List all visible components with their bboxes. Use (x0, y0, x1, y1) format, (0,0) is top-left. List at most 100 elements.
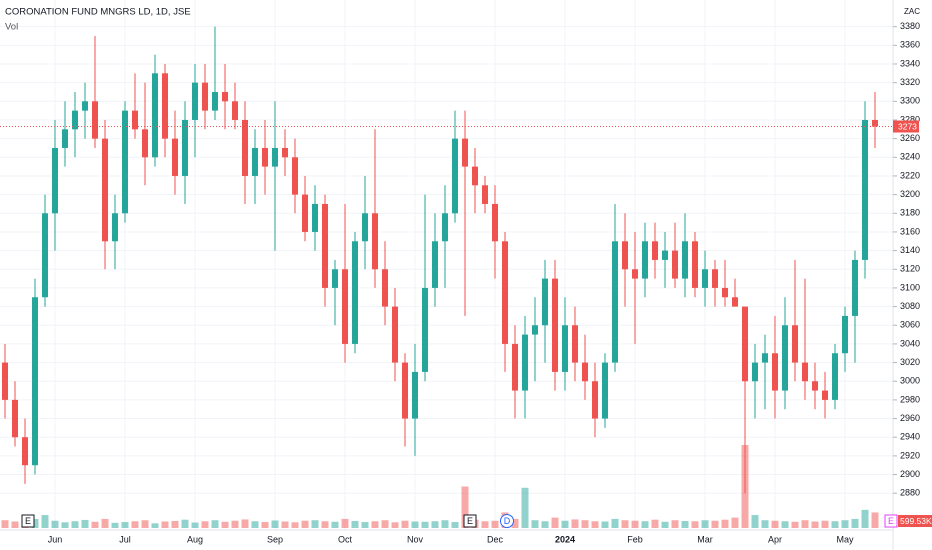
event-label: E (25, 516, 31, 526)
candle-body (712, 269, 718, 288)
volume-bar (401, 520, 409, 528)
candle-body (292, 157, 298, 195)
volume-bar (331, 521, 339, 528)
y-tick-label: 2920 (900, 450, 920, 460)
volume-bar (821, 520, 829, 528)
candle-body (482, 185, 488, 204)
candle-body (582, 362, 588, 382)
x-tick-label: Feb (627, 534, 643, 544)
candle-body (452, 138, 458, 214)
volume-bar (311, 520, 319, 528)
candle-body (832, 353, 838, 400)
candle-body (162, 73, 168, 139)
volume-bar (671, 520, 679, 528)
axis-layer: 2880 2900 2920 2940 2960 2980 3000 3020 3040 3060… (0, 21, 932, 544)
candle-body (682, 241, 688, 279)
volume-bar (561, 520, 569, 528)
volume-bar (291, 522, 299, 528)
event-box (884, 514, 898, 528)
candle-body (312, 203, 318, 232)
volume-bar (141, 520, 149, 528)
volume-bar (421, 521, 429, 528)
volume-bar (771, 520, 779, 528)
candle-body (242, 119, 248, 176)
candle-body (732, 297, 738, 307)
x-tick-label: Jun (48, 534, 63, 544)
volume-bar (301, 520, 309, 528)
volume-bar (91, 521, 99, 528)
x-tick-label: Sep (267, 534, 283, 544)
candle-body (232, 101, 238, 120)
y-tick-label: 3180 (900, 208, 920, 218)
candle-body (862, 119, 868, 260)
y-tick-label: 3280 (900, 114, 920, 124)
volume-bar (761, 520, 769, 528)
candle-body (622, 241, 628, 270)
volume-bar (111, 522, 119, 528)
candle-body (382, 269, 388, 307)
volume-bar (221, 521, 229, 528)
candle-body (122, 110, 128, 214)
volume-bar (631, 520, 639, 528)
candle-body (2, 362, 8, 400)
volume-label: 599.53K (900, 516, 932, 526)
volume-bar (781, 521, 789, 528)
volume-bar (451, 522, 459, 528)
candle-body (472, 166, 478, 186)
volume-bar (551, 517, 559, 528)
candle-body (252, 147, 258, 176)
volume-bar (621, 520, 629, 528)
event-marker[interactable]: E (463, 514, 477, 528)
candle-body (282, 147, 288, 158)
volume-bar (431, 521, 439, 528)
candle-body (822, 390, 828, 400)
volume-bar (541, 521, 549, 528)
volume-bar (71, 521, 79, 528)
candle-body (172, 138, 178, 176)
volume-bar (711, 520, 719, 528)
event-marker[interactable]: D (500, 514, 514, 528)
volume-bar (801, 520, 809, 528)
candle-body (592, 381, 598, 419)
x-tick-label: Nov (407, 534, 424, 544)
y-tick-label: 3200 (900, 189, 920, 199)
last-price-box (893, 120, 919, 133)
candle-body (612, 241, 618, 363)
y-tick-label: 3000 (900, 376, 920, 386)
volume-title: Vol (5, 22, 18, 33)
last-price-label: 3273 (898, 121, 917, 131)
event-marker[interactable]: E (21, 514, 35, 528)
candle-body (542, 278, 548, 326)
candle-body (562, 325, 568, 372)
candle-body (782, 325, 788, 391)
candle-body (112, 213, 118, 242)
volume-bar (461, 486, 469, 528)
volume-bar (571, 519, 579, 528)
event-marker[interactable]: E (884, 514, 898, 528)
candle-body (152, 73, 158, 158)
volume-bar (251, 521, 259, 528)
volume-bar (361, 522, 369, 528)
x-tick-label: May (836, 534, 854, 544)
chart-title: CORONATION FUND MNGRS LD, 1D, JSE (5, 7, 191, 18)
volume-bar (521, 487, 529, 528)
volume-bar (161, 521, 169, 528)
candle-body (812, 381, 818, 391)
candle-body (642, 241, 648, 279)
candle-body (852, 259, 858, 316)
candle-body (722, 287, 728, 298)
candle-body (82, 101, 88, 111)
y-tick-label: 3360 (900, 40, 920, 50)
volume-bar (81, 519, 89, 528)
candle-body (802, 362, 808, 382)
candle-body (692, 241, 698, 288)
volume-bar (371, 521, 379, 528)
volume-bar (101, 518, 109, 528)
volume-bar (581, 520, 589, 528)
volume-bar (661, 521, 669, 528)
candle-body (702, 269, 708, 288)
candle-body (362, 213, 368, 242)
volume-bar (611, 518, 619, 528)
